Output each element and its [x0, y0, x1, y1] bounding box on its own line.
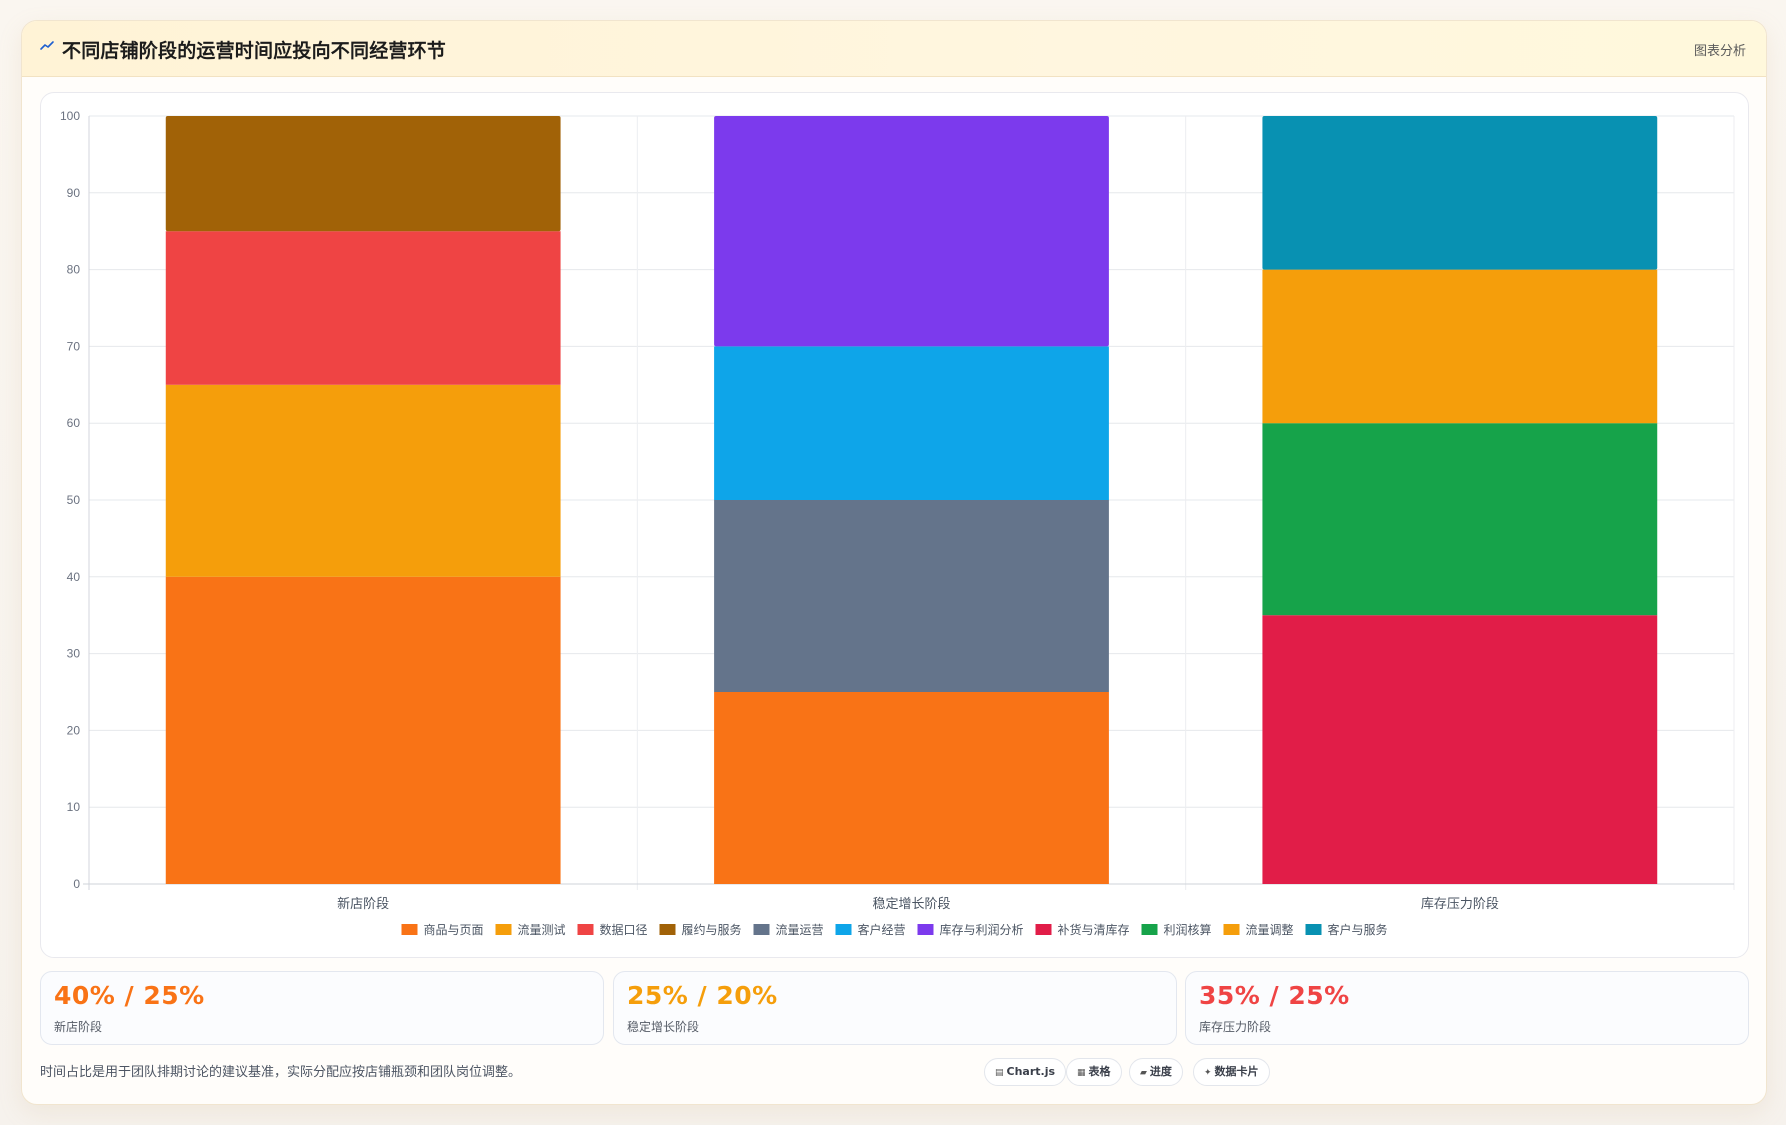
- legend-label: 商品与页面: [423, 922, 483, 937]
- y-tick-label: 80: [67, 263, 81, 277]
- chip-label: Chart.js: [1006, 1065, 1056, 1078]
- legend-swatch: [495, 924, 512, 935]
- x-tick-label: 稳定增长阶段: [872, 896, 950, 911]
- bar-segment: [714, 346, 1109, 500]
- legend-swatch: [659, 924, 676, 935]
- legend-swatch: [1035, 924, 1052, 935]
- sparkle-icon: ✦: [1204, 1068, 1212, 1078]
- x-tick-label: 库存压力阶段: [1421, 896, 1499, 911]
- legend-item: 数据口径: [577, 922, 648, 937]
- stat-cards: 40% / 25% 新店阶段 25% / 20% 稳定增长阶段 35% / 25…: [40, 971, 1749, 1045]
- stacked-bar-chart: 0 10 20 30 40 50 60 70 80 90 100 新店阶段 稳定增长阶段 库存压力阶段商品…: [60, 109, 1735, 937]
- legend-swatch: [401, 924, 418, 935]
- legend-label: 客户与服务: [1328, 922, 1388, 937]
- stat-card-stable-growth: 25% / 20% 稳定增长阶段: [613, 971, 1177, 1045]
- legend-swatch: [1223, 924, 1240, 935]
- chip-label: 进度: [1149, 1065, 1172, 1078]
- y-tick-label: 50: [67, 493, 81, 507]
- y-tick-label: 70: [67, 339, 81, 353]
- bar-segment: [1262, 116, 1658, 270]
- chart-panel: 0 10 20 30 40 50 60 70 80 90 100 新店阶段 稳定增长阶段 库存压力阶段商品…: [40, 92, 1749, 958]
- legend-swatch: [835, 924, 852, 935]
- bar-segment: [1262, 615, 1658, 884]
- chip-table[interactable]: ▦ 表格: [1066, 1058, 1122, 1086]
- y-tick-label: 40: [67, 570, 81, 584]
- legend-label: 补货与清库存: [1058, 922, 1130, 937]
- bar-segment: [714, 116, 1109, 347]
- bars: [165, 116, 1658, 884]
- legend-swatch: [753, 924, 770, 935]
- legend-item: 利润核算: [1141, 922, 1212, 937]
- legend: 商品与页面 流量测试 数据口径 履约与服务 流量运营 客户经营 库存与利润分析 补货与清库存 利…: [401, 922, 1388, 937]
- chart-card: 不同店铺阶段的运营时间应投向不同经营环节 图表分析 0 10 20 30 40 50 60 7…: [21, 20, 1767, 1105]
- stat-value: 25% / 20%: [627, 981, 778, 1010]
- y-tick-label: 0: [73, 877, 80, 891]
- bar-segment: [165, 116, 561, 232]
- legend-label: 客户经营: [857, 922, 905, 937]
- y-tick-label: 60: [67, 416, 81, 430]
- chip-label: 表格: [1088, 1065, 1111, 1078]
- y-tick-label: 90: [67, 186, 81, 200]
- y-tick-label: 20: [67, 723, 81, 737]
- bar-segment: [165, 231, 561, 385]
- footnote: 时间占比是用于团队排期讨论的建议基准，实际分配应按店铺瓶颈和团队岗位调整。: [40, 1065, 522, 1080]
- legend-item: 客户经营: [835, 922, 906, 937]
- y-tick-label: 30: [67, 647, 81, 661]
- legend-item: 商品与页面: [401, 922, 484, 937]
- legend-item: 流量测试: [495, 922, 566, 937]
- stat-card-inventory-pressure: 35% / 25% 库存压力阶段: [1185, 971, 1749, 1045]
- chart-analysis-tag[interactable]: 图表分析: [1693, 44, 1746, 59]
- legend-label: 数据口径: [599, 922, 647, 937]
- legend-swatch: [1305, 924, 1322, 935]
- chip-data-cards[interactable]: ✦ 数据卡片: [1193, 1058, 1270, 1086]
- bar-segment: [165, 384, 561, 577]
- bar-segment: [714, 692, 1109, 884]
- bar-segment: [1262, 269, 1658, 424]
- stat-label: 新店阶段: [54, 1020, 103, 1034]
- legend-label: 流量运营: [775, 923, 823, 937]
- stat-label: 库存压力阶段: [1199, 1020, 1272, 1034]
- legend-item: 补货与清库存: [1035, 922, 1130, 937]
- bar-segment: [165, 576, 561, 884]
- bar-segment: [1262, 423, 1658, 616]
- progress-icon: ▰: [1140, 1068, 1147, 1078]
- legend-label: 利润核算: [1164, 922, 1212, 937]
- legend-item: 客户与服务: [1305, 922, 1388, 937]
- chart-icon: ▤: [995, 1068, 1004, 1078]
- legend-label: 履约与服务: [681, 922, 741, 937]
- stat-value: 40% / 25%: [54, 981, 205, 1010]
- legend-label: 库存与利润分析: [940, 922, 1024, 937]
- legend-label: 流量测试: [517, 922, 565, 937]
- table-icon: ▦: [1077, 1068, 1086, 1078]
- y-tick-label: 10: [67, 800, 81, 814]
- legend-swatch: [1141, 924, 1158, 935]
- legend-swatch: [577, 924, 594, 935]
- legend-item: 流量运营: [753, 923, 824, 937]
- chip-chartjs[interactable]: ▤ Chart.js: [984, 1058, 1067, 1086]
- card-header: 不同店铺阶段的运营时间应投向不同经营环节 图表分析: [22, 21, 1766, 77]
- legend-swatch: [917, 924, 934, 935]
- bar-segment: [714, 500, 1109, 692]
- trend-icon: [40, 41, 54, 50]
- chip-label: 数据卡片: [1214, 1065, 1259, 1078]
- legend-item: 流量调整: [1223, 922, 1294, 937]
- stat-card-new-store: 40% / 25% 新店阶段: [40, 971, 604, 1045]
- page-title: 不同店铺阶段的运营时间应投向不同经营环节: [62, 40, 447, 62]
- y-tick-label: 100: [60, 109, 80, 123]
- legend-label: 流量调整: [1246, 922, 1294, 937]
- legend-item: 库存与利润分析: [917, 922, 1024, 937]
- stat-label: 稳定增长阶段: [627, 1020, 700, 1034]
- legend-item: 履约与服务: [659, 922, 742, 937]
- x-tick-label: 新店阶段: [337, 896, 389, 911]
- chip-progress[interactable]: ▰ 进度: [1129, 1058, 1183, 1086]
- stat-value: 35% / 25%: [1199, 981, 1350, 1010]
